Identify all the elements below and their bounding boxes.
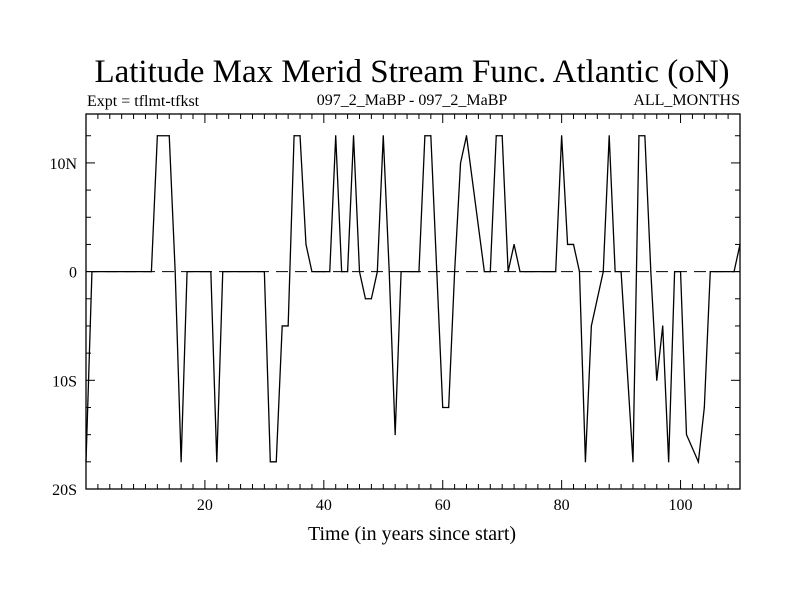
data-point bbox=[578, 271, 581, 273]
data-point bbox=[525, 271, 527, 273]
data-point bbox=[358, 271, 361, 273]
data-point bbox=[222, 271, 224, 273]
data-point bbox=[382, 135, 384, 137]
axis-ticks bbox=[86, 114, 740, 489]
data-point bbox=[662, 325, 664, 327]
data-point bbox=[614, 271, 616, 273]
data-point bbox=[269, 461, 271, 463]
data-point bbox=[501, 135, 503, 137]
data-point bbox=[376, 271, 378, 273]
data-point bbox=[668, 461, 670, 463]
x-axis-label: Time (in years since start) bbox=[308, 523, 516, 545]
data-point bbox=[656, 379, 658, 381]
months-label: ALL_MONTHS bbox=[633, 92, 740, 109]
series-line bbox=[85, 135, 741, 465]
data-point bbox=[709, 271, 711, 273]
data-point bbox=[287, 325, 289, 327]
data-point bbox=[352, 135, 355, 137]
data-point bbox=[572, 243, 575, 246]
data-point bbox=[602, 271, 604, 273]
experiment-label: Expt = tflmt-tfkst bbox=[87, 93, 200, 110]
x-tick-label: 100 bbox=[669, 497, 693, 514]
data-point bbox=[317, 271, 319, 273]
y-tick-label: 10N bbox=[49, 156, 77, 173]
data-point bbox=[715, 271, 717, 273]
data-point bbox=[388, 271, 390, 273]
data-point bbox=[91, 271, 93, 273]
data-point bbox=[513, 243, 515, 246]
data-point bbox=[174, 271, 176, 273]
data-point bbox=[644, 135, 646, 137]
data-point bbox=[674, 271, 676, 273]
data-point bbox=[733, 271, 735, 273]
data-point bbox=[584, 461, 587, 463]
data-point bbox=[442, 406, 444, 409]
comparison-label: 097_2_MaBP - 097_2_MaBP bbox=[317, 92, 508, 109]
data-point bbox=[727, 271, 729, 273]
data-point bbox=[703, 406, 705, 409]
y-tick-label: 20S bbox=[52, 482, 77, 499]
data-point bbox=[329, 271, 331, 273]
data-point bbox=[281, 325, 283, 327]
data-point bbox=[632, 461, 634, 463]
data-point bbox=[459, 162, 462, 164]
x-tick-label: 60 bbox=[435, 497, 451, 514]
data-point bbox=[305, 243, 307, 246]
data-point bbox=[150, 271, 152, 273]
x-tick-label: 80 bbox=[554, 497, 570, 514]
chart-title: Latitude Max Merid Stream Func. Atlantic… bbox=[94, 54, 729, 90]
data-point bbox=[436, 271, 438, 273]
x-tick-label: 20 bbox=[197, 497, 213, 514]
x-tick-label: 40 bbox=[316, 497, 332, 514]
data-point bbox=[418, 271, 420, 273]
data-point bbox=[263, 271, 265, 273]
data-point bbox=[448, 406, 450, 409]
data-point bbox=[620, 271, 622, 273]
data-point bbox=[364, 298, 367, 300]
data-point bbox=[454, 271, 456, 273]
data-point bbox=[679, 271, 682, 273]
data-point bbox=[210, 271, 212, 273]
data-point bbox=[293, 135, 295, 137]
data-point bbox=[299, 135, 301, 137]
data-point bbox=[650, 271, 652, 273]
data-point bbox=[370, 298, 372, 300]
data-point bbox=[323, 271, 325, 273]
data-point bbox=[697, 461, 699, 463]
data-point bbox=[608, 135, 610, 137]
data-point bbox=[216, 461, 218, 463]
data-point bbox=[180, 461, 182, 463]
data-point bbox=[483, 271, 485, 273]
data-point bbox=[341, 271, 343, 273]
data-point bbox=[555, 271, 557, 273]
series-points bbox=[85, 135, 741, 463]
data-point bbox=[685, 434, 688, 436]
data-point bbox=[507, 271, 509, 273]
data-point bbox=[566, 243, 569, 246]
data-point bbox=[400, 271, 402, 273]
data-point bbox=[430, 135, 432, 137]
data-point bbox=[275, 461, 277, 463]
data-point bbox=[424, 135, 426, 137]
data-point bbox=[561, 135, 563, 137]
y-tick-label: 10S bbox=[52, 373, 77, 390]
data-point bbox=[347, 271, 349, 273]
data-point bbox=[638, 135, 640, 137]
data-point bbox=[465, 135, 468, 137]
data-point bbox=[590, 325, 592, 327]
data-point bbox=[311, 271, 313, 273]
data-point bbox=[186, 271, 188, 273]
data-point bbox=[519, 271, 521, 273]
data-point bbox=[495, 135, 497, 137]
data-point bbox=[489, 271, 491, 273]
plot-frame bbox=[85, 113, 741, 490]
axis-tick-labels: 20 40 60 80 100 10N 0 10S 20S bbox=[49, 156, 692, 514]
data-point bbox=[156, 135, 158, 137]
data-point bbox=[394, 434, 396, 436]
data-point bbox=[335, 135, 337, 137]
y-tick-label: 0 bbox=[69, 265, 77, 282]
data-point bbox=[168, 135, 170, 137]
